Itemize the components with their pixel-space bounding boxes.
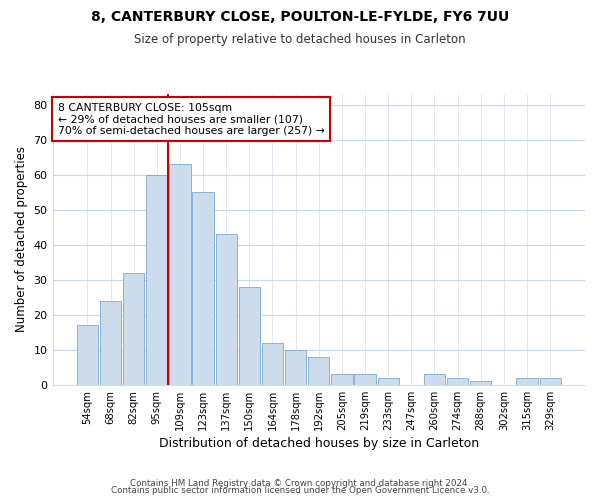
Bar bbox=[447, 378, 468, 385]
Bar bbox=[262, 343, 283, 385]
Bar bbox=[100, 300, 121, 385]
Bar bbox=[146, 174, 167, 385]
Bar bbox=[285, 350, 306, 385]
Bar bbox=[424, 374, 445, 385]
Bar bbox=[169, 164, 191, 385]
Bar bbox=[517, 378, 538, 385]
Y-axis label: Number of detached properties: Number of detached properties bbox=[15, 146, 28, 332]
Bar bbox=[239, 286, 260, 385]
Bar bbox=[470, 382, 491, 385]
Text: Size of property relative to detached houses in Carleton: Size of property relative to detached ho… bbox=[134, 32, 466, 46]
X-axis label: Distribution of detached houses by size in Carleton: Distribution of detached houses by size … bbox=[159, 437, 479, 450]
Text: Contains HM Land Registry data © Crown copyright and database right 2024.: Contains HM Land Registry data © Crown c… bbox=[130, 478, 470, 488]
Bar bbox=[215, 234, 237, 385]
Text: 8, CANTERBURY CLOSE, POULTON-LE-FYLDE, FY6 7UU: 8, CANTERBURY CLOSE, POULTON-LE-FYLDE, F… bbox=[91, 10, 509, 24]
Bar bbox=[308, 357, 329, 385]
Bar bbox=[123, 272, 145, 385]
Bar bbox=[377, 378, 399, 385]
Bar bbox=[193, 192, 214, 385]
Bar bbox=[77, 326, 98, 385]
Bar bbox=[539, 378, 561, 385]
Text: 8 CANTERBURY CLOSE: 105sqm
← 29% of detached houses are smaller (107)
70% of sem: 8 CANTERBURY CLOSE: 105sqm ← 29% of deta… bbox=[58, 102, 325, 136]
Bar bbox=[355, 374, 376, 385]
Text: Contains public sector information licensed under the Open Government Licence v3: Contains public sector information licen… bbox=[110, 486, 490, 495]
Bar bbox=[331, 374, 353, 385]
